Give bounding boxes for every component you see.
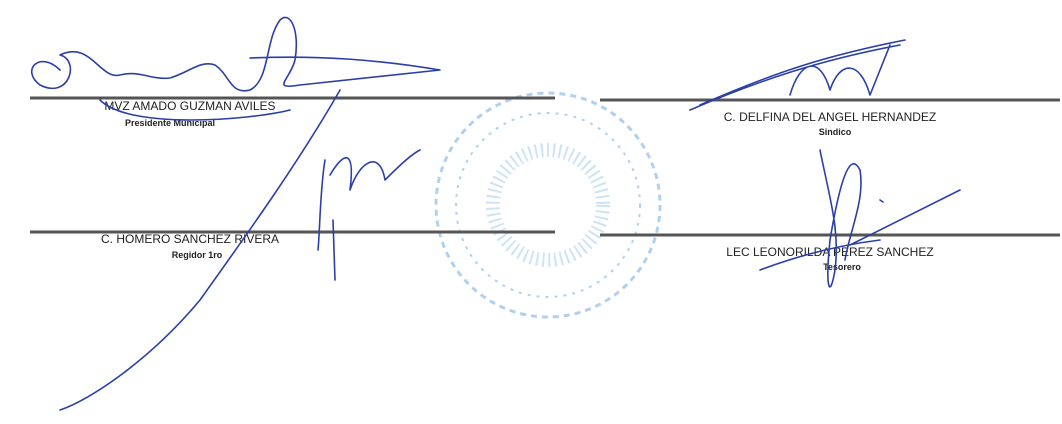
seal bbox=[434, 91, 662, 319]
signer-name: MVZ AMADO GUZMAN AVILES bbox=[104, 99, 275, 113]
signer-name: C. DELFINA DEL ANGEL HERNANDEZ bbox=[724, 110, 937, 124]
signer-name: C. HOMERO SANCHEZ RIVERA bbox=[101, 232, 279, 246]
signer-title: Presidente Municipal bbox=[125, 118, 215, 128]
signer-name: LEC LEONORILDA PEREZ SANCHEZ bbox=[726, 245, 933, 259]
signer-title: Sindico bbox=[819, 127, 852, 137]
handwritten-signatures bbox=[30, 16, 961, 411]
signer-title: Tesorero bbox=[823, 262, 861, 272]
signer-title: Regidor 1ro bbox=[172, 250, 223, 260]
